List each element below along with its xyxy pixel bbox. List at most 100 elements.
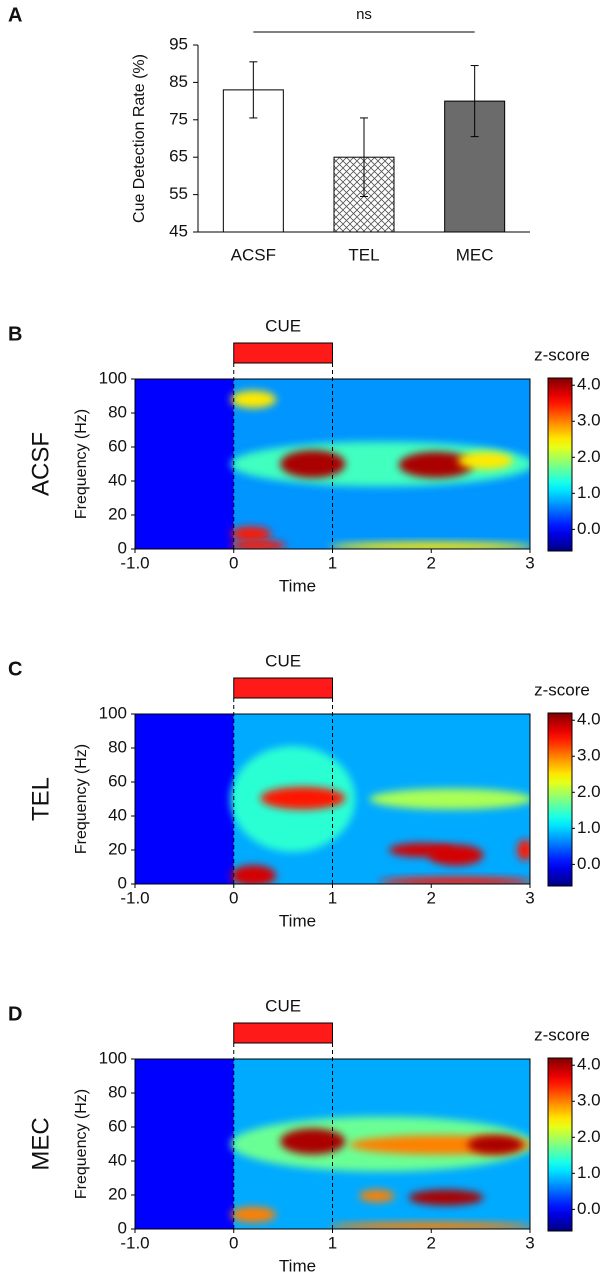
colorbar-tick-label: 0.0 <box>577 1199 601 1218</box>
y-tick-label: 80 <box>108 402 127 421</box>
x-tick-label: 3 <box>525 1233 534 1252</box>
colorbar-tick-label: 3.0 <box>577 1091 601 1110</box>
y-axis-label: Cue Detection Rate (%) <box>131 54 148 223</box>
heatmap-hotspot <box>398 451 474 478</box>
x-axis-label: Time <box>279 1256 316 1275</box>
x-tick-label: -1.0 <box>120 553 149 572</box>
y-tick-label: 40 <box>108 470 127 489</box>
y-tick-label: 100 <box>99 703 127 722</box>
heatmap-hotspot <box>230 526 272 541</box>
heatmap-base <box>135 1059 234 1229</box>
y-axis-label: Frequency (Hz) <box>73 744 90 854</box>
cue-label: CUE <box>265 996 301 1015</box>
colorbar-tick-label: 2.0 <box>577 782 601 801</box>
heatmap-hotspot <box>280 1128 346 1155</box>
heatmap <box>135 1059 530 1229</box>
x-tick-label: -1.0 <box>120 1233 149 1252</box>
y-tick-label: 20 <box>108 839 127 858</box>
heatmap-base <box>135 714 234 884</box>
heatmap-base <box>135 379 234 549</box>
y-tick-label: 20 <box>108 1184 127 1203</box>
y-tick-label: 0 <box>118 538 127 557</box>
heatmap <box>135 379 530 549</box>
colorbar <box>547 377 573 552</box>
y-tick-label: 85 <box>169 72 188 91</box>
cue-bar <box>233 677 333 699</box>
colorbar-tick-label: 1.0 <box>577 483 601 502</box>
y-axis-label: Frequency (Hz) <box>73 1089 90 1199</box>
heatmap-hotspot <box>408 1189 484 1206</box>
colorbar <box>547 712 573 887</box>
x-tick-label: 2 <box>427 888 436 907</box>
colorbar-tick-label: 0.0 <box>577 854 601 873</box>
y-tick-label: 0 <box>118 1218 127 1237</box>
significance-label: ns <box>356 6 372 23</box>
heatmap-hotspot <box>230 1206 277 1223</box>
colorbar-label: z-score <box>534 345 590 364</box>
y-tick-label: 80 <box>108 737 127 756</box>
x-tick-label: 3 <box>525 553 534 572</box>
y-tick-label: 60 <box>108 771 127 790</box>
y-axis-label: Frequency (Hz) <box>73 409 90 519</box>
y-tick-label: 45 <box>169 221 188 240</box>
row-label: TEL <box>27 777 54 821</box>
cue-label: CUE <box>265 316 301 335</box>
x-tick-label: ACSF <box>231 245 276 264</box>
heatmap-hotspot <box>428 844 484 866</box>
y-tick-label: 0 <box>118 873 127 892</box>
x-tick-label: MEC <box>456 245 494 264</box>
x-tick-label: 0 <box>229 888 238 907</box>
colorbar <box>547 1057 573 1232</box>
y-tick-label: 60 <box>108 1116 127 1135</box>
colorbar-label: z-score <box>534 680 590 699</box>
heatmap-hotspot <box>260 786 346 810</box>
y-tick-label: 75 <box>169 109 188 128</box>
colorbar-tick-label: 1.0 <box>577 1163 601 1182</box>
x-tick-label: 3 <box>525 888 534 907</box>
x-tick-label: TEL <box>348 245 379 264</box>
row-label: ACSF <box>27 432 54 496</box>
colorbar-tick-label: 3.0 <box>577 746 601 765</box>
colorbar-label: z-score <box>534 1025 590 1044</box>
cue-label: CUE <box>265 651 301 670</box>
panel-label: D <box>8 1003 22 1025</box>
x-tick-label: 1 <box>328 888 337 907</box>
y-tick-label: 60 <box>108 436 127 455</box>
y-tick-label: 20 <box>108 504 127 523</box>
heatmap-hotspot <box>329 541 530 549</box>
cue-bar <box>233 342 333 364</box>
x-tick-label: 2 <box>427 553 436 572</box>
x-tick-label: 2 <box>427 1233 436 1252</box>
colorbar-tick-label: 4.0 <box>577 375 601 394</box>
panel-label: B <box>8 323 22 345</box>
x-axis-label: Time <box>279 576 316 595</box>
colorbar-tick-label: 2.0 <box>577 1127 601 1146</box>
row-label: MEC <box>27 1117 54 1170</box>
y-tick-label: 100 <box>99 1048 127 1067</box>
panel-label: C <box>8 658 22 680</box>
y-tick-label: 65 <box>169 147 188 166</box>
colorbar-tick-label: 1.0 <box>577 818 601 837</box>
x-tick-label: -1.0 <box>120 888 149 907</box>
x-tick-label: 0 <box>229 1233 238 1252</box>
heatmap-hotspot <box>329 1221 530 1229</box>
heatmap-hotspot <box>369 788 530 810</box>
heatmap-hotspot <box>230 540 287 549</box>
heatmap-hotspot <box>280 450 346 478</box>
x-axis-label: Time <box>279 911 316 930</box>
colorbar-tick-label: 0.0 <box>577 519 601 538</box>
cue-bar <box>233 1022 333 1044</box>
y-tick-label: 100 <box>99 368 127 387</box>
heatmap-hotspot <box>359 1189 395 1203</box>
colorbar-tick-label: 2.0 <box>577 447 601 466</box>
heatmap-hotspot <box>517 839 530 861</box>
heatmap-hotspot <box>457 451 514 470</box>
panel-label: A <box>8 4 22 26</box>
heatmap-hotspot <box>467 1135 524 1155</box>
y-tick-label: 55 <box>169 184 188 203</box>
heatmap-hotspot <box>378 876 530 884</box>
colorbar-tick-label: 3.0 <box>577 411 601 430</box>
y-tick-label: 40 <box>108 1150 127 1169</box>
heatmap <box>135 714 530 884</box>
